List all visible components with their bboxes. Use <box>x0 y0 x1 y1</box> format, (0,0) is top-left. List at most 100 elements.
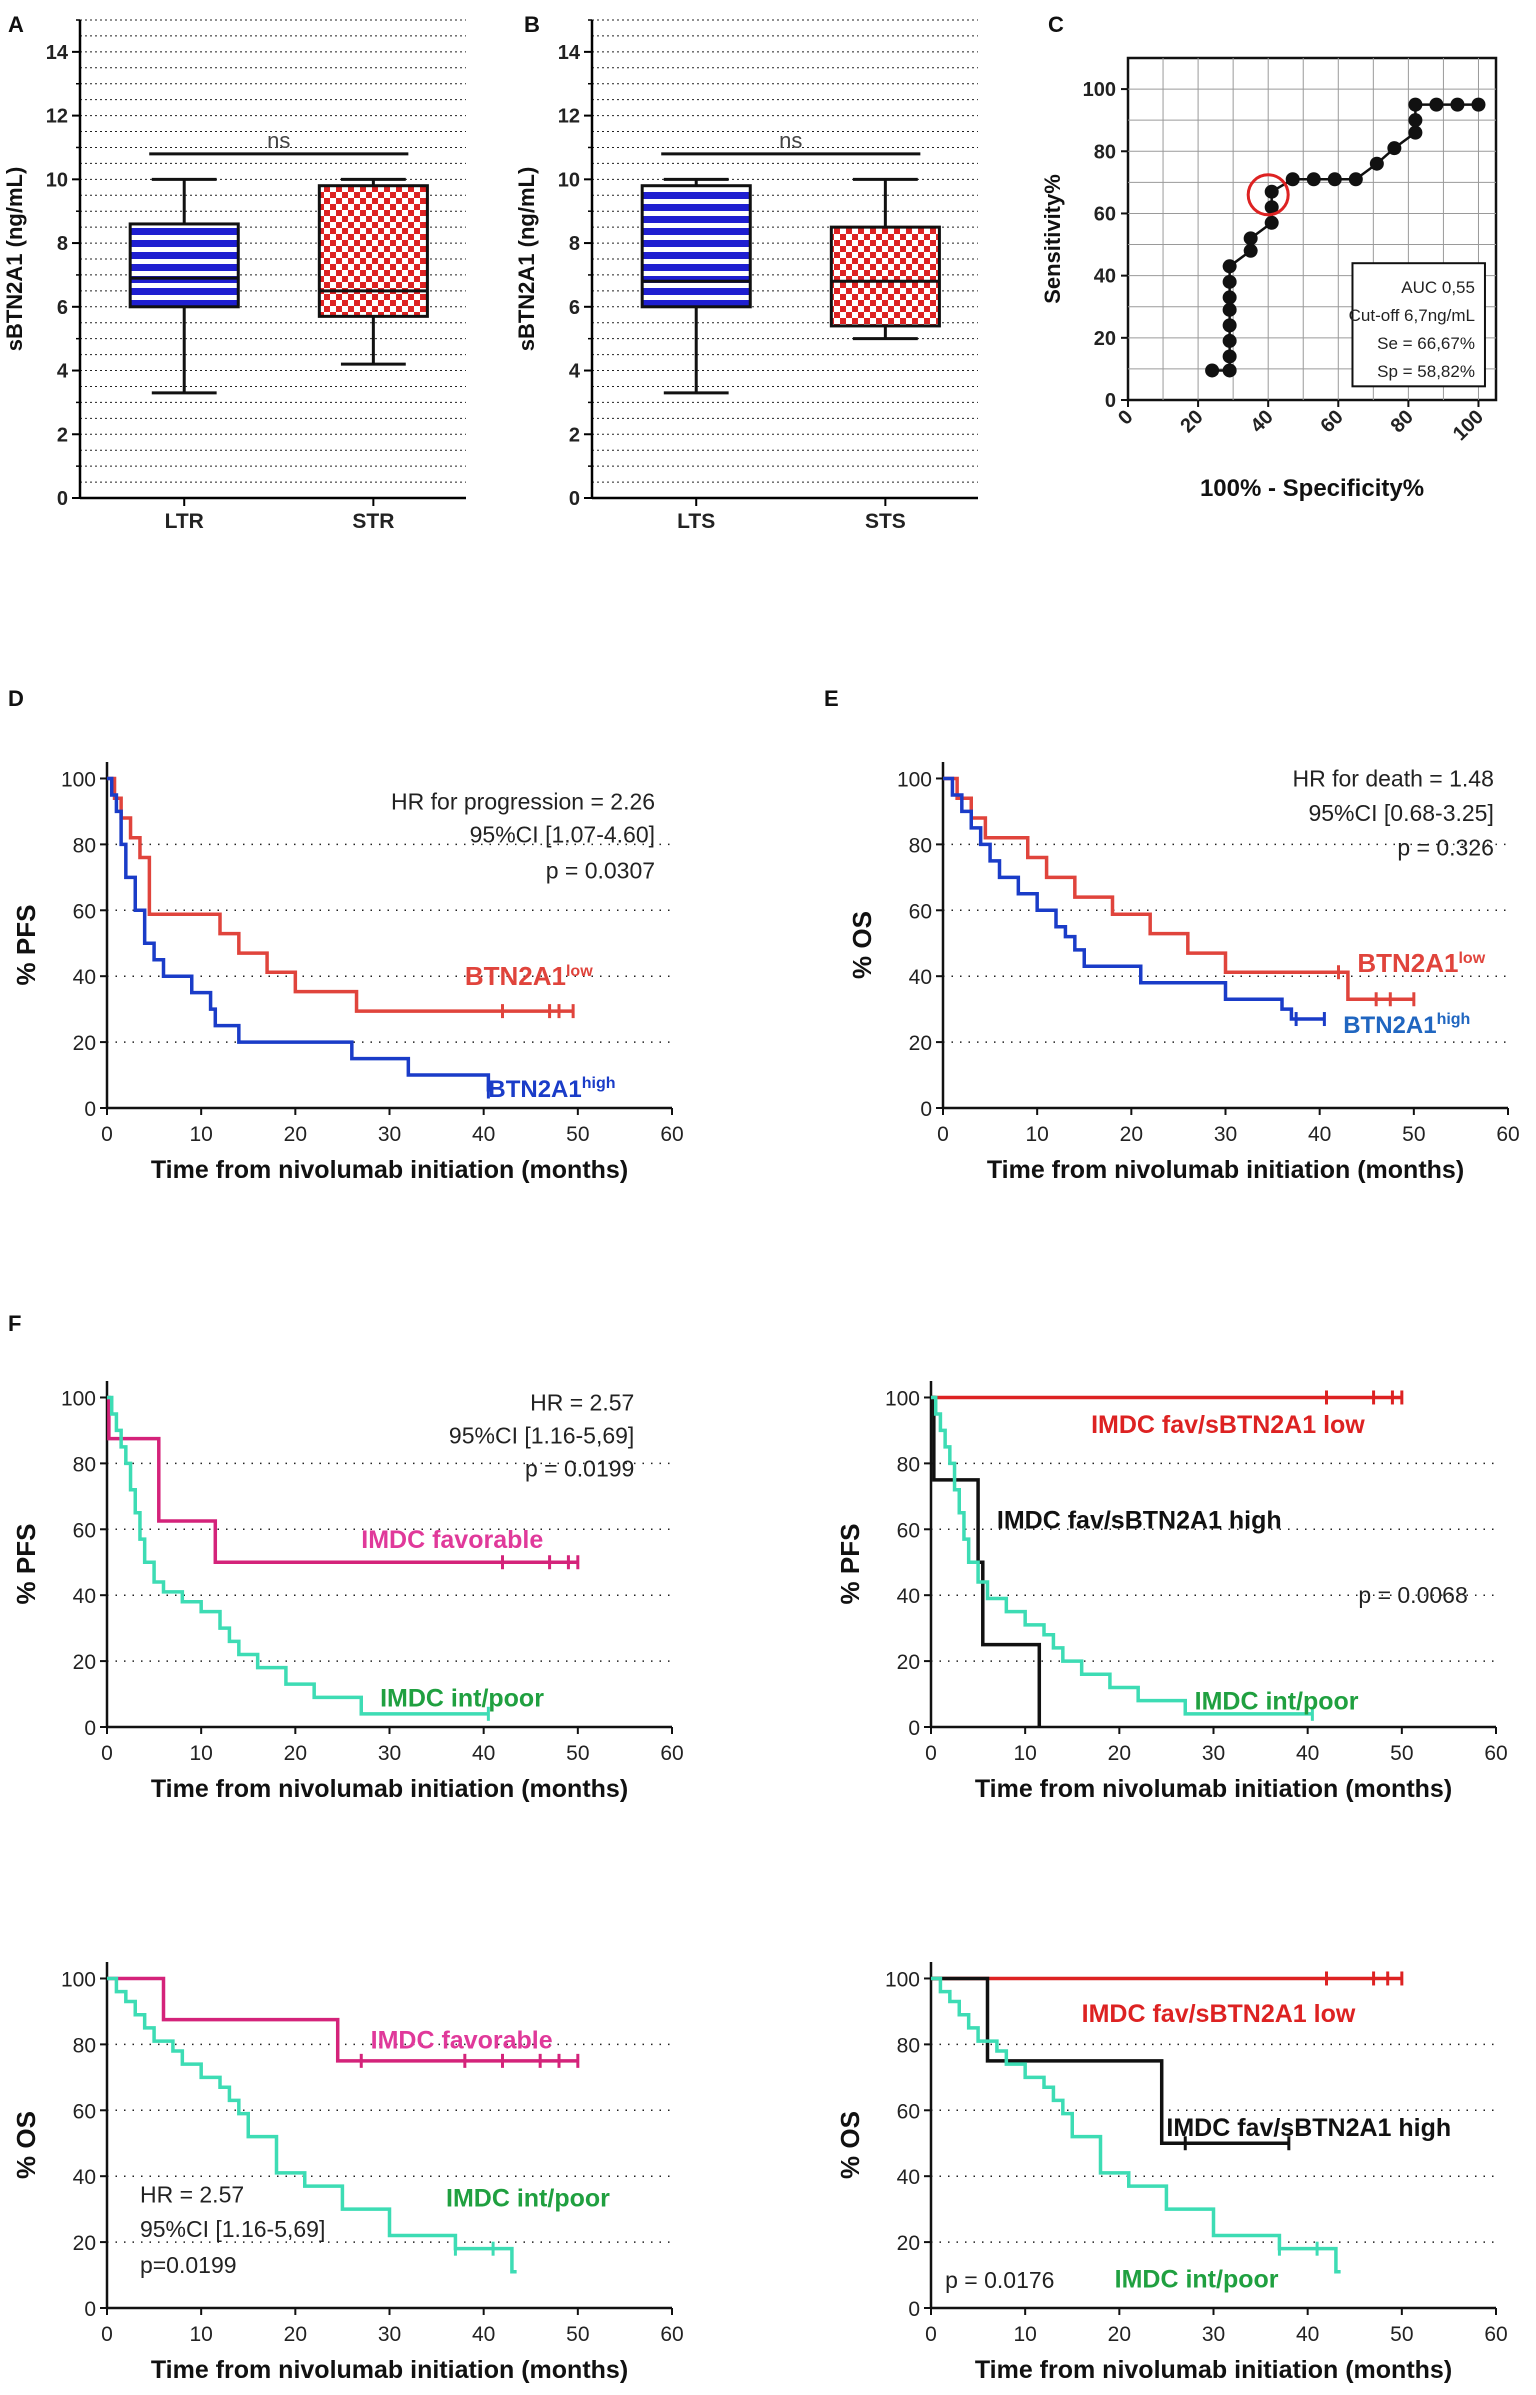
y-tick-label: 12 <box>46 106 68 128</box>
panel-label: C <box>1048 12 1064 37</box>
series-label-sup: high <box>582 1075 616 1092</box>
x-axis-label: Time from nivolumab initiation (months) <box>975 2356 1452 2384</box>
y-tick-label: 0 <box>569 488 580 510</box>
x-tick-label: 40 <box>1308 1123 1331 1146</box>
y-tick-label: 60 <box>73 900 96 923</box>
series-label: IMDC fav/sBTN2A1 high <box>997 1506 1282 1534</box>
y-axis-label: sBTN2A1 (ng/mL) <box>2 167 27 352</box>
roc-point <box>1285 172 1300 187</box>
legend-entry: Sp = 58,82% <box>1377 362 1475 381</box>
series-label: BTN2A1low <box>1357 948 1485 978</box>
x-tick-label: 20 <box>1120 1123 1143 1146</box>
series-label-sup: low <box>1458 950 1485 967</box>
cutoff-marker <box>1246 173 1290 217</box>
series-label: IMDC int/poor <box>380 1684 544 1712</box>
panel-D: D 0 20 40 60 80 100 0 10 20 30 40 50 60 % PFS Time from… <box>8 686 684 1184</box>
series-label-base: BTN2A1 <box>1357 948 1458 978</box>
roc-point <box>1222 302 1237 317</box>
plot-frame <box>1126 56 1498 402</box>
series-label: BTN2A1high <box>1343 1011 1470 1039</box>
y-tick-label: 6 <box>57 297 68 319</box>
x-tick-label: 30 <box>1214 1123 1237 1146</box>
x-tick-label: 20 <box>284 1123 307 1146</box>
y-tick-label: 40 <box>909 966 932 989</box>
y-tick-label: 100 <box>61 768 96 791</box>
y-tick-label: 14 <box>46 42 69 64</box>
series-label-sup: low <box>566 963 593 980</box>
roc-point <box>1306 172 1321 187</box>
panel-label: E <box>824 686 839 711</box>
y-tick-label: 0 <box>1105 390 1116 412</box>
series-label: IMDC favorable <box>371 2026 553 2054</box>
x-tick-label: 0 <box>101 1123 113 1146</box>
x-tick-label: 10 <box>189 2323 212 2346</box>
x-tick-label: 60 <box>1496 1123 1519 1146</box>
roc-point <box>1243 243 1258 258</box>
stat-annotation: p=0.0199 <box>140 2252 237 2278</box>
roc-point <box>1222 259 1237 274</box>
km-curve-1 <box>931 1976 1289 2145</box>
y-axis-label: % PFS <box>11 905 41 986</box>
series-label: IMDC int/poor <box>1115 2265 1279 2293</box>
x-category-label: LTS <box>677 510 715 533</box>
series-label: IMDC int/poor <box>1195 1688 1359 1716</box>
stat-annotation: p = 0.0307 <box>546 858 655 884</box>
x-tick-label: 60 <box>660 2323 683 2346</box>
significance-label: ns <box>779 128 802 153</box>
y-axis-label: Sensitivity% <box>1040 174 1065 304</box>
y-tick-label: 2 <box>57 424 68 446</box>
y-tick-label: 80 <box>909 834 932 857</box>
y-tick-label: 80 <box>897 2034 920 2057</box>
x-tick-label: 0 <box>925 1742 937 1765</box>
panel-label: B <box>524 12 540 37</box>
y-tick-label: 14 <box>558 42 581 64</box>
y-tick-label: 20 <box>909 1032 932 1055</box>
x-tick-label: 60 <box>1317 406 1348 437</box>
y-tick-label: 20 <box>1094 328 1116 350</box>
box-sts <box>829 225 941 328</box>
x-tick-label: 60 <box>1484 1742 1507 1765</box>
series-label: BTN2A1high <box>488 1075 615 1103</box>
x-tick-label: 20 <box>284 1742 307 1765</box>
x-tick-label: 0 <box>1114 406 1137 429</box>
panel-B: B 0 2 4 6 8 10 12 14 sBTN2A1 (ng/mL) LTS STS ns <box>514 12 978 533</box>
x-tick-label: 30 <box>1202 2323 1225 2346</box>
y-tick-label: 6 <box>569 297 580 319</box>
km-curve-1 <box>107 1395 489 1716</box>
x-axis-label: Time from nivolumab initiation (months) <box>987 1156 1464 1184</box>
x-tick-label: 40 <box>472 2323 495 2346</box>
y-tick-label: 0 <box>84 2298 96 2321</box>
y-tick-label: 0 <box>57 488 68 510</box>
y-tick-label: 10 <box>46 169 68 191</box>
y-tick-label: 60 <box>1094 203 1116 225</box>
km-curve-1 <box>943 776 1325 1021</box>
y-tick-label: 100 <box>897 768 932 791</box>
y-tick-label: 20 <box>897 2232 920 2255</box>
y-axis-label: % OS <box>835 2111 865 2179</box>
series-label: IMDC fav/sBTN2A1 low <box>1091 1411 1365 1439</box>
panel-F4: 0 20 40 60 80 100 0 10 20 30 40 50 60 % OS Time from n… <box>835 1962 1508 2384</box>
legend-entry: AUC 0,55 <box>1401 278 1475 297</box>
y-tick-label: 40 <box>1094 266 1116 288</box>
series-label-sup: high <box>1437 1011 1471 1028</box>
y-tick-label: 10 <box>558 169 580 191</box>
x-tick-label: 40 <box>1296 1742 1319 1765</box>
y-tick-label: 60 <box>897 1519 920 1542</box>
roc-point <box>1348 172 1363 187</box>
panel-label: F <box>8 1311 21 1336</box>
roc-point <box>1205 363 1220 378</box>
y-tick-label: 20 <box>897 1651 920 1674</box>
x-tick-label: 10 <box>189 1742 212 1765</box>
y-tick-label: 80 <box>897 1453 920 1476</box>
y-tick-label: 8 <box>57 233 68 255</box>
panel-C: C 0 20 40 60 80 100 0 20 40 60 80 100 Sensitivity% 100… <box>1040 12 1498 502</box>
roc-point <box>1408 113 1423 128</box>
x-tick-label: 20 <box>1108 2323 1131 2346</box>
x-tick-label: 50 <box>1402 1123 1425 1146</box>
panel-F2: 0 20 40 60 80 100 0 10 20 30 40 50 60 % PFS Time from … <box>835 1381 1508 1803</box>
y-tick-label: 40 <box>897 1585 920 1608</box>
roc-point <box>1222 290 1237 305</box>
y-tick-label: 40 <box>73 1585 96 1608</box>
y-tick-label: 60 <box>909 900 932 923</box>
y-tick-label: 80 <box>73 2034 96 2057</box>
